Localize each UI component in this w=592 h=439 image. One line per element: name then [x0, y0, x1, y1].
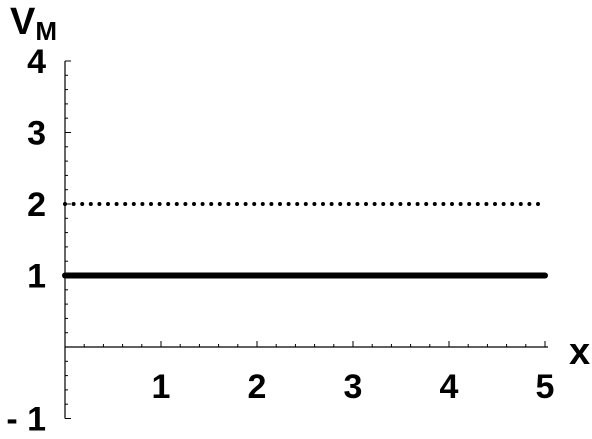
x-tick-label: 1: [152, 368, 171, 406]
x-minor-ticks: [83, 341, 546, 347]
y-tick-label: 3: [27, 115, 46, 153]
y-tick-labels: 4 3 2 1 - 1: [6, 43, 46, 439]
x-tick-labels: 1 2 3 4 5: [152, 368, 555, 406]
x-tick-label: 4: [440, 368, 459, 406]
x-tick-label: 3: [344, 368, 363, 406]
x-tick-label: 5: [536, 368, 555, 406]
y-tick-label: 4: [27, 43, 46, 81]
y-axis-title-main: V: [10, 1, 36, 43]
x-tick-label: 2: [248, 368, 267, 406]
x-axis-title: x: [569, 331, 590, 373]
series-layer: [62, 202, 548, 279]
y-tick-label: 1: [27, 258, 46, 296]
y-axis-title-subscript: M: [35, 16, 57, 46]
y-minor-ticks: [65, 60, 71, 419]
axes: [64, 60, 548, 419]
y-tick-label: - 1: [6, 401, 46, 439]
y-axis-title: VM: [10, 1, 57, 46]
y-tick-label: 2: [27, 186, 46, 224]
